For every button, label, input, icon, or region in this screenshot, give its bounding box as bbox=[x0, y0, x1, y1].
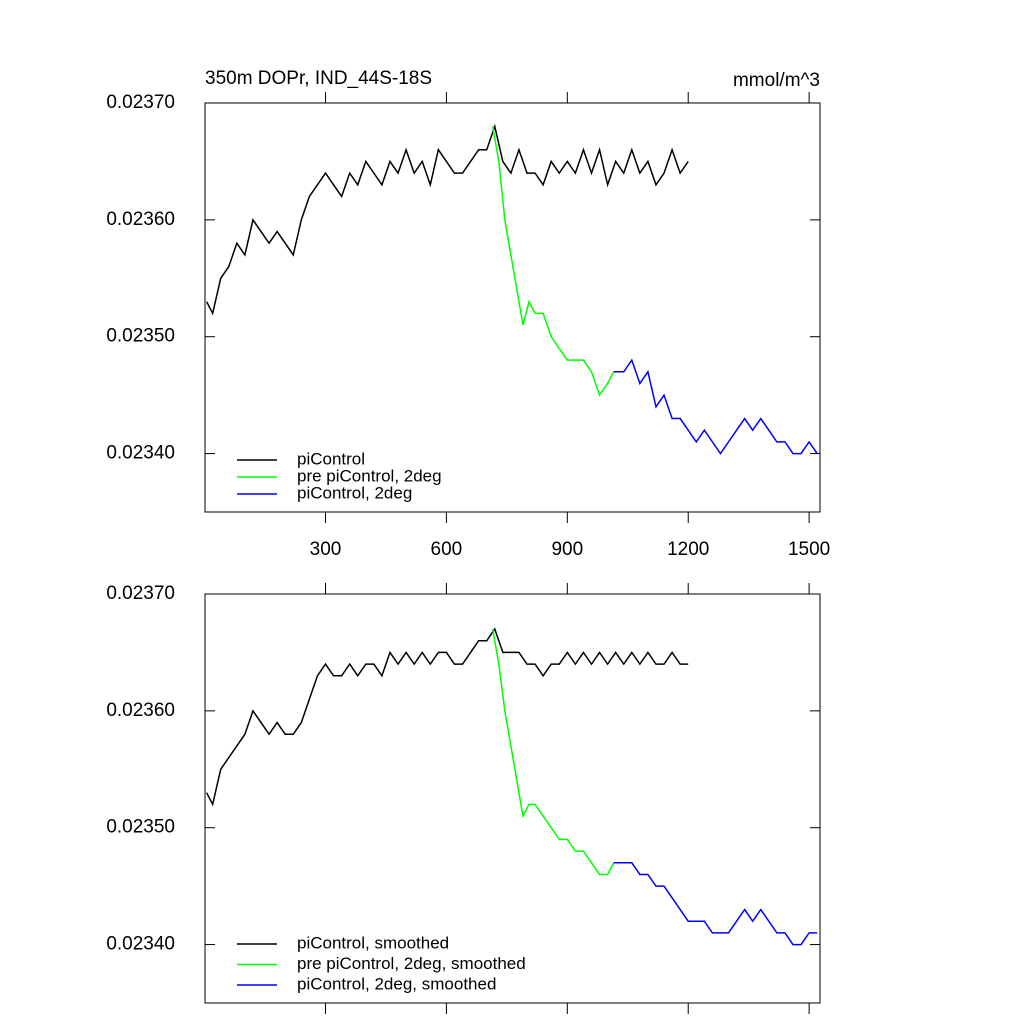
data-line bbox=[205, 123, 689, 316]
y-tick-label: 0.02370 bbox=[106, 583, 175, 604]
x-tick-label: 1200 bbox=[667, 539, 709, 560]
y-tick-label: 0.02370 bbox=[106, 92, 175, 113]
y-tick-label: 0.02340 bbox=[106, 934, 175, 955]
y-tick-label: 0.02340 bbox=[106, 443, 175, 464]
units-label: mmol/m^3 bbox=[733, 70, 820, 91]
x-tick-label: 600 bbox=[431, 539, 463, 560]
data-line bbox=[613, 358, 818, 455]
y-tick-label: 0.02360 bbox=[106, 209, 175, 230]
data-line bbox=[492, 628, 615, 876]
plot-frame bbox=[204, 102, 821, 513]
legend-label: pre piControl, 2deg bbox=[297, 466, 442, 485]
plot-frame bbox=[204, 593, 821, 1004]
y-tick-label: 0.02350 bbox=[106, 817, 175, 838]
legend-label: pre piControl, 2deg, smoothed bbox=[297, 954, 526, 973]
data-line bbox=[205, 627, 689, 807]
data-line bbox=[613, 862, 818, 946]
legend-label: piControl, 2deg, smoothed bbox=[297, 974, 496, 993]
x-tick-label: 900 bbox=[551, 539, 583, 560]
legend-label: piControl bbox=[297, 449, 365, 468]
y-tick-label: 0.02360 bbox=[106, 700, 175, 721]
chart-title: 350m DOPr, IND_44S-18S bbox=[205, 68, 432, 89]
x-tick-label: 300 bbox=[310, 539, 342, 560]
legend-label: piControl, 2deg bbox=[297, 483, 412, 502]
x-tick-label: 1500 bbox=[788, 539, 830, 560]
y-tick-label: 0.02350 bbox=[106, 326, 175, 347]
legend-label: piControl, smoothed bbox=[297, 933, 449, 952]
data-line bbox=[492, 126, 615, 397]
